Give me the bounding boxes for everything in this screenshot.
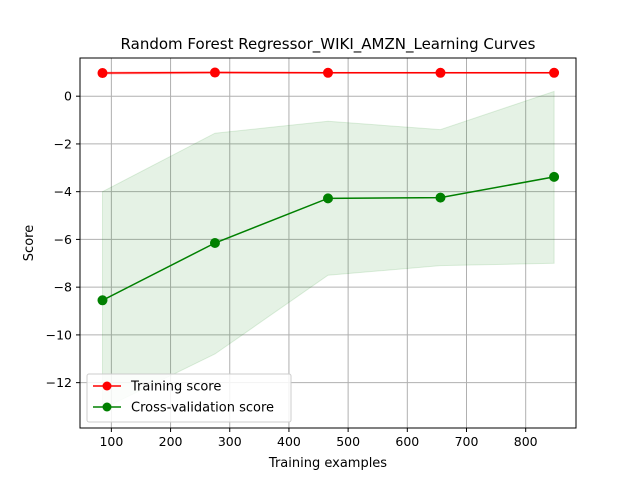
y-tick-label-0: 0 xyxy=(64,89,72,104)
y-tick-label--8: −8 xyxy=(54,280,72,295)
y-tick-label--10: −10 xyxy=(46,327,72,342)
point-series-1-0 xyxy=(97,295,108,306)
band-series-1 xyxy=(101,90,555,410)
x-tick-label-200: 200 xyxy=(159,434,183,449)
point-series-1-3 xyxy=(435,192,446,203)
point-series-1-4 xyxy=(549,171,560,182)
legend: Training score Cross-validation score xyxy=(86,373,292,423)
legend-marker-0 xyxy=(102,381,112,391)
x-tick-label-400: 400 xyxy=(277,434,301,449)
series-lines xyxy=(97,67,560,306)
x-axis-label: Training examples xyxy=(268,456,387,471)
y-tick-label--2: −2 xyxy=(54,136,72,151)
point-series-1-1 xyxy=(209,238,220,248)
point-series-1-2 xyxy=(323,193,333,204)
point-series-0-4 xyxy=(549,67,560,78)
point-series-0-3 xyxy=(435,67,446,78)
x-tick-label-100: 100 xyxy=(99,434,123,449)
x-tick-label-600: 600 xyxy=(395,434,419,449)
legend-label-1: Cross-validation score xyxy=(131,401,274,416)
axis-ticks: 100 200 300 400 500 600 700 800 0 −2 −4 −6 −8 −10 −12 xyxy=(46,89,538,449)
y-tick-label--12: −12 xyxy=(46,375,72,390)
x-tick-label-700: 700 xyxy=(455,434,479,449)
y-tick-label--6: −6 xyxy=(54,232,72,247)
chart-title: Random Forest Regressor_WIKI_AMZN_Learni… xyxy=(121,35,536,54)
y-tick-label--4: −4 xyxy=(54,184,72,199)
y-axis-label: Score xyxy=(22,225,37,261)
legend-marker-1 xyxy=(102,402,112,412)
x-tick-label-500: 500 xyxy=(336,434,360,449)
point-series-0-2 xyxy=(323,67,333,78)
grid xyxy=(80,58,576,428)
legend-label-0: Training score xyxy=(130,380,221,395)
x-tick-label-800: 800 xyxy=(514,434,538,449)
x-tick-label-300: 300 xyxy=(218,434,242,449)
point-series-0-1 xyxy=(209,67,220,78)
point-series-0-0 xyxy=(97,68,108,79)
plot-frame xyxy=(79,57,577,429)
legend-box xyxy=(86,373,292,423)
